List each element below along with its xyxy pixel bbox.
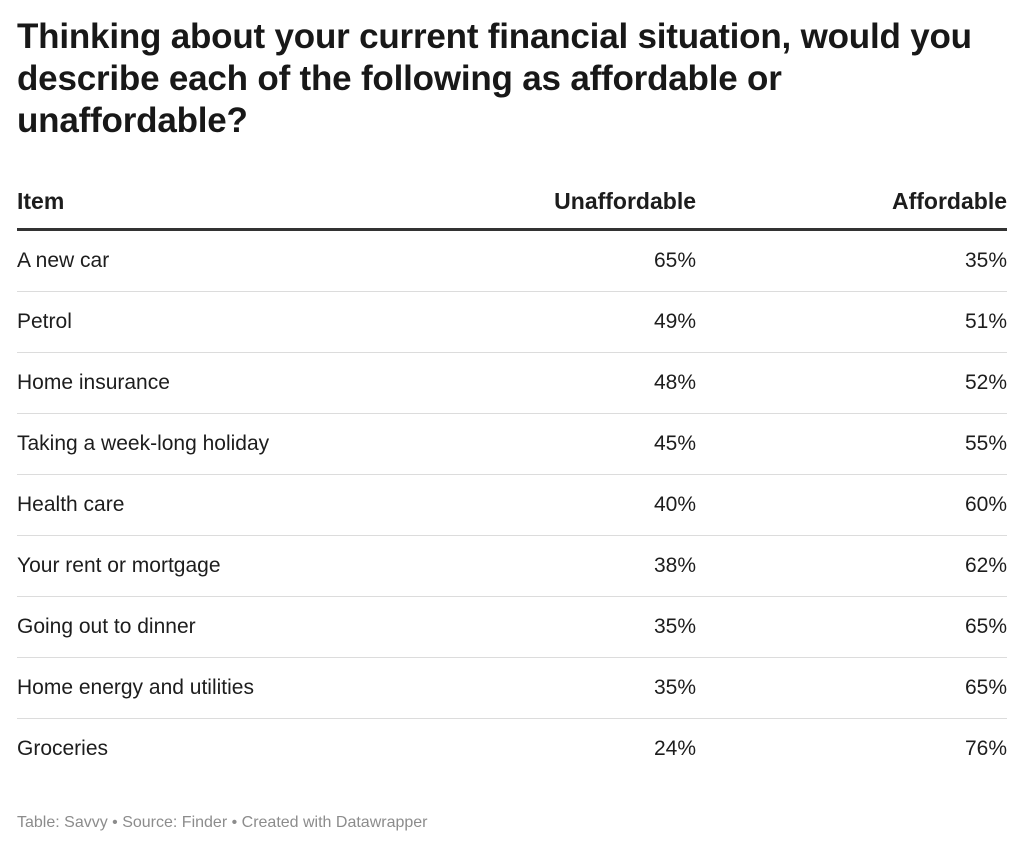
column-header-unaffordable[interactable]: Unaffordable bbox=[554, 188, 696, 214]
source-footer: Table: Savvy • Source: Finder • Created … bbox=[17, 814, 428, 831]
cell-item: Home energy and utilities bbox=[17, 676, 254, 699]
cell-item: Your rent or mortgage bbox=[17, 554, 221, 577]
cell-item: A new car bbox=[17, 249, 110, 272]
cell-unaffordable: 38% bbox=[653, 554, 696, 577]
column-header-item[interactable]: Item bbox=[17, 188, 65, 214]
cell-unaffordable: 35% bbox=[653, 676, 696, 699]
cell-item: Health care bbox=[17, 493, 125, 516]
cell-item: Petrol bbox=[17, 310, 72, 333]
cell-affordable: 76% bbox=[964, 737, 1007, 760]
column-header-affordable[interactable]: Affordable bbox=[892, 188, 1007, 214]
table-row: Health care 40% 60% bbox=[17, 475, 1007, 536]
table-row: Petrol 49% 51% bbox=[17, 292, 1007, 353]
table-row: A new car 65% 35% bbox=[17, 231, 1007, 292]
table-header: Item Unaffordable Affordable bbox=[17, 180, 1007, 231]
table-row: Going out to dinner 35% 65% bbox=[17, 597, 1007, 658]
data-table: Item Unaffordable Affordable A new car 65… bbox=[17, 180, 1007, 779]
table-row: Taking a week-long holiday 45% 55% bbox=[17, 414, 1007, 475]
cell-unaffordable: 40% bbox=[653, 493, 696, 516]
cell-affordable: 65% bbox=[964, 676, 1007, 699]
cell-affordable: 62% bbox=[964, 554, 1007, 577]
cell-item: Taking a week-long holiday bbox=[17, 432, 270, 455]
table-row: Groceries 24% 76% bbox=[17, 719, 1007, 779]
cell-affordable: 60% bbox=[964, 493, 1007, 516]
cell-unaffordable: 48% bbox=[653, 371, 696, 394]
chart-title: Thinking about your current financial si… bbox=[17, 17, 972, 140]
cell-unaffordable: 24% bbox=[653, 737, 696, 760]
cell-unaffordable: 65% bbox=[653, 249, 696, 272]
cell-affordable: 52% bbox=[964, 371, 1007, 394]
cell-affordable: 55% bbox=[964, 432, 1007, 455]
cell-item: Groceries bbox=[17, 737, 109, 760]
cell-unaffordable: 49% bbox=[653, 310, 696, 333]
table-body: A new car 65% 35% Petrol 49% 51% Home insuranc… bbox=[17, 231, 1007, 779]
cell-affordable: 65% bbox=[964, 615, 1007, 638]
table-row: Your rent or mortgage 38% 62% bbox=[17, 536, 1007, 597]
cell-unaffordable: 45% bbox=[653, 432, 696, 455]
table-row: Home energy and utilities 35% 65% bbox=[17, 658, 1007, 719]
table-row: Home insurance 48% 52% bbox=[17, 353, 1007, 414]
cell-unaffordable: 35% bbox=[653, 615, 696, 638]
cell-item: Going out to dinner bbox=[17, 615, 196, 638]
cell-affordable: 51% bbox=[964, 310, 1007, 333]
cell-affordable: 35% bbox=[964, 249, 1007, 272]
cell-item: Home insurance bbox=[17, 371, 170, 394]
